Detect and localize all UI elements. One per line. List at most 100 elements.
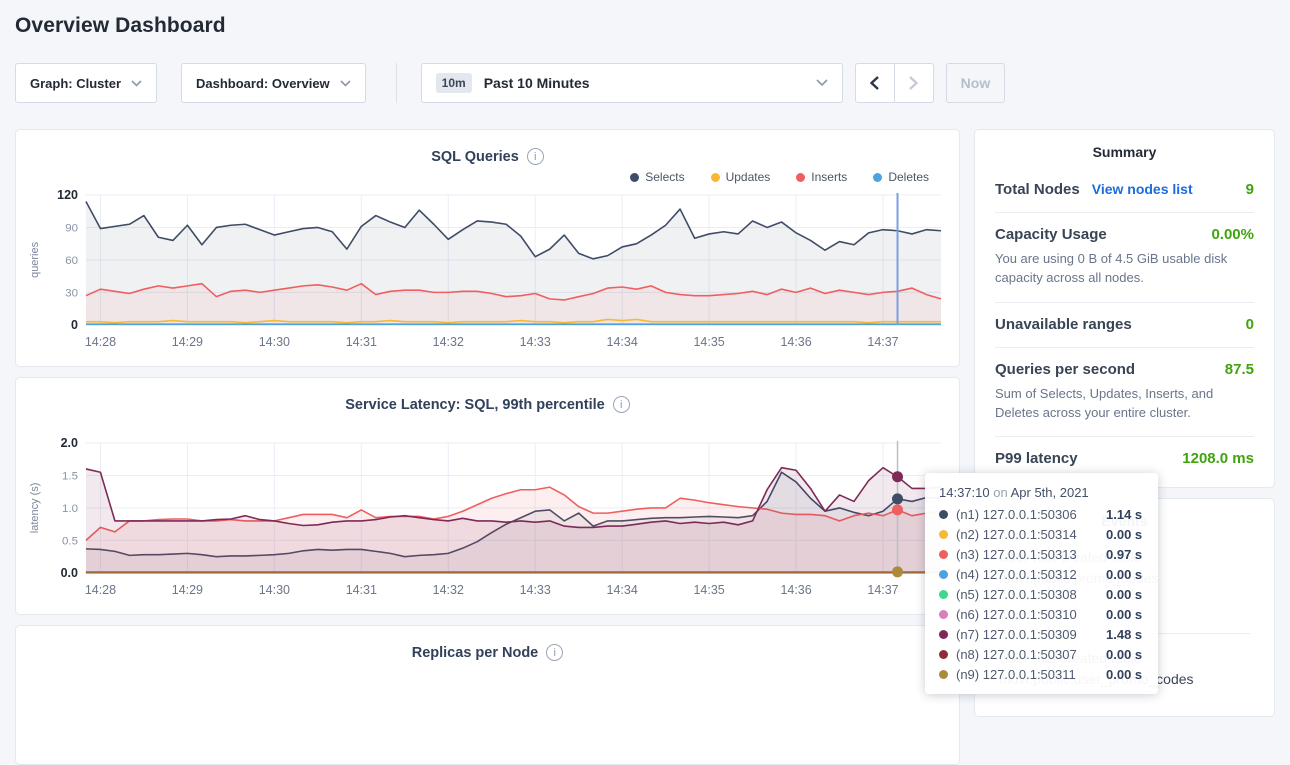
time-next-button[interactable] <box>894 63 934 103</box>
tooltip-node-address: (n3) 127.0.0.1:50313 <box>956 547 1106 562</box>
summary-description: Sum of Selects, Updates, Inserts, and De… <box>995 385 1254 423</box>
tooltip-node-address: (n6) 127.0.0.1:50310 <box>956 607 1106 622</box>
sql-queries-chart[interactable]: 14:2814:2914:3014:3114:3214:3314:3414:35… <box>24 187 951 355</box>
svg-text:14:35: 14:35 <box>694 335 725 349</box>
svg-text:14:32: 14:32 <box>433 583 464 597</box>
svg-text:latency (s): latency (s) <box>29 483 41 534</box>
legend-item-deletes: Deletes <box>873 169 929 185</box>
dashboard-dropdown[interactable]: Dashboard: Overview <box>181 63 366 103</box>
graph-dropdown[interactable]: Graph: Cluster <box>15 63 157 103</box>
chevron-right-icon <box>909 76 918 90</box>
svg-text:0.5: 0.5 <box>62 535 78 547</box>
svg-text:14:36: 14:36 <box>780 583 811 597</box>
summary-label: Queries per second <box>995 361 1135 378</box>
tooltip-node-value: 0.00 s <box>1106 667 1142 682</box>
chevron-down-icon <box>340 80 351 87</box>
svg-text:0.0: 0.0 <box>61 566 78 580</box>
service-latency-chart[interactable]: 14:2814:2914:3014:3114:3214:3314:3414:35… <box>24 435 951 603</box>
time-pager <box>855 63 934 103</box>
svg-text:14:33: 14:33 <box>520 335 551 349</box>
chevron-left-icon <box>870 76 879 90</box>
tooltip-node-value: 0.00 s <box>1106 587 1142 602</box>
summary-value: 87.5 <box>1225 361 1254 378</box>
info-icon[interactable]: i <box>613 396 630 413</box>
tooltip-node-value: 0.00 s <box>1106 647 1142 662</box>
summary-value: 1208.0 ms <box>1182 450 1254 467</box>
legend-item-updates: Updates <box>711 169 771 185</box>
dashboard-dropdown-label: Dashboard: Overview <box>196 76 330 91</box>
legend-dot <box>630 173 639 182</box>
summary-value: 9 <box>1246 181 1254 198</box>
tooltip-row: (n8) 127.0.0.1:503070.00 s <box>939 647 1144 662</box>
tooltip-node-value: 1.48 s <box>1106 627 1142 642</box>
svg-text:14:33: 14:33 <box>520 583 551 597</box>
node-color-dot <box>939 610 948 619</box>
tooltip-node-address: (n7) 127.0.0.1:50309 <box>956 627 1106 642</box>
tooltip-node-address: (n1) 127.0.0.1:50306 <box>956 507 1106 522</box>
tooltip-row: (n9) 127.0.0.1:503110.00 s <box>939 667 1144 682</box>
svg-text:queries: queries <box>29 241 41 277</box>
svg-text:14:29: 14:29 <box>172 335 203 349</box>
tooltip-node-address: (n5) 127.0.0.1:50308 <box>956 587 1106 602</box>
tooltip-on: on <box>993 485 1007 500</box>
node-color-dot <box>939 530 948 539</box>
svg-text:14:31: 14:31 <box>346 583 377 597</box>
tooltip-row: (n3) 127.0.0.1:503130.97 s <box>939 547 1144 562</box>
chart-hover-tooltip: 14:37:10 on Apr 5th, 2021 (n1) 127.0.0.1… <box>925 473 1158 694</box>
tooltip-row: (n2) 127.0.0.1:503140.00 s <box>939 527 1144 542</box>
summary-label: Unavailable ranges <box>995 316 1132 333</box>
view-nodes-list-link[interactable]: View nodes list <box>1092 181 1193 197</box>
svg-text:14:37: 14:37 <box>867 335 898 349</box>
top-bar: Overview Dashboard Graph: Cluster Dashbo… <box>0 0 1290 103</box>
chart-title: Service Latency: SQL, 99th percentile <box>345 397 605 413</box>
tooltip-row: (n6) 127.0.0.1:503100.00 s <box>939 607 1144 622</box>
info-icon[interactable]: i <box>546 644 563 661</box>
chart-title: SQL Queries <box>431 149 519 165</box>
tooltip-node-value: 0.00 s <box>1106 607 1142 622</box>
now-button[interactable]: Now <box>946 63 1006 103</box>
node-color-dot <box>939 510 948 519</box>
svg-text:14:31: 14:31 <box>346 335 377 349</box>
tooltip-node-address: (n9) 127.0.0.1:50311 <box>956 667 1106 682</box>
svg-text:60: 60 <box>65 255 78 267</box>
node-color-dot <box>939 630 948 639</box>
svg-text:14:35: 14:35 <box>694 583 725 597</box>
tooltip-node-address: (n2) 127.0.0.1:50314 <box>956 527 1106 542</box>
summary-panel: Summary Total Nodes View nodes list 9 Ca… <box>974 129 1275 488</box>
sql-queries-chart-panel: SQL Queries i SelectsUpdatesInsertsDelet… <box>15 129 960 367</box>
svg-text:90: 90 <box>65 222 78 234</box>
legend-dot <box>711 173 720 182</box>
tooltip-row: (n7) 127.0.0.1:503091.48 s <box>939 627 1144 642</box>
time-prev-button[interactable] <box>855 63 895 103</box>
tooltip-node-address: (n8) 127.0.0.1:50307 <box>956 647 1106 662</box>
svg-text:14:32: 14:32 <box>433 335 464 349</box>
legend-item-inserts: Inserts <box>796 169 847 185</box>
svg-text:14:29: 14:29 <box>172 583 203 597</box>
summary-row-queries-per-second: Queries per second 87.5 Sum of Selects, … <box>995 348 1254 438</box>
legend-dot <box>873 173 882 182</box>
summary-title: Summary <box>995 144 1254 160</box>
summary-value: 0 <box>1246 316 1254 333</box>
tooltip-node-value: 0.00 s <box>1106 527 1142 542</box>
time-range-selector[interactable]: 10m Past 10 Minutes <box>421 63 843 103</box>
tooltip-node-value: 1.14 s <box>1106 507 1142 522</box>
charts-column: SQL Queries i SelectsUpdatesInsertsDelet… <box>15 129 960 765</box>
tooltip-node-address: (n4) 127.0.0.1:50312 <box>956 567 1106 582</box>
svg-text:14:36: 14:36 <box>780 335 811 349</box>
replicas-per-node-chart-panel: Replicas per Node i <box>15 625 960 765</box>
chart-title-row: Service Latency: SQL, 99th percentile i <box>24 396 951 413</box>
summary-row-capacity-usage: Capacity Usage 0.00% You are using 0 B o… <box>995 213 1254 303</box>
node-color-dot <box>939 550 948 559</box>
svg-text:14:30: 14:30 <box>259 335 290 349</box>
chart-title: Replicas per Node <box>412 645 539 661</box>
svg-text:30: 30 <box>65 287 78 299</box>
node-color-dot <box>939 670 948 679</box>
time-range-label: Past 10 Minutes <box>484 75 590 91</box>
summary-row-total-nodes: Total Nodes View nodes list 9 <box>995 168 1254 213</box>
tooltip-date: Apr 5th, 2021 <box>1011 485 1089 500</box>
svg-text:1.0: 1.0 <box>62 503 78 515</box>
info-icon[interactable]: i <box>527 148 544 165</box>
tooltip-node-value: 0.00 s <box>1106 567 1142 582</box>
service-latency-chart-panel: Service Latency: SQL, 99th percentile i … <box>15 377 960 615</box>
svg-text:14:34: 14:34 <box>607 335 638 349</box>
